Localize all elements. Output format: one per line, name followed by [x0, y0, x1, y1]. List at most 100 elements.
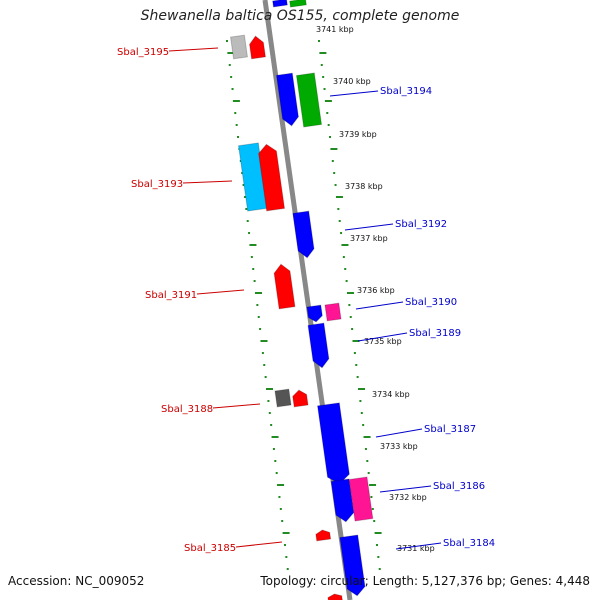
track-dot	[257, 316, 260, 318]
gene-feature	[289, 0, 307, 8]
track-dot	[232, 100, 240, 102]
track-dot	[286, 568, 289, 570]
track-dot	[323, 88, 326, 90]
track-dot	[351, 328, 354, 330]
track-dot	[281, 520, 284, 522]
track-dot	[268, 412, 271, 414]
gene-feature	[339, 534, 366, 597]
gene-label-leader	[235, 541, 283, 548]
track-dot	[378, 568, 381, 570]
kbp-tick-label: 3733 kbp	[380, 442, 418, 451]
kbp-tick-label: 3738 kbp	[345, 182, 383, 191]
gene-feature	[275, 72, 299, 127]
track-dot	[362, 424, 365, 426]
track-dot	[260, 340, 268, 342]
gene-feature	[272, 0, 288, 8]
track-dot	[242, 184, 245, 186]
gene-feature	[306, 304, 323, 323]
track-dot	[261, 352, 264, 354]
track-dot	[230, 76, 233, 78]
track-dot	[374, 532, 382, 534]
track-dot	[322, 76, 325, 78]
track-dot	[341, 244, 349, 246]
reverse-cds-arrow	[275, 72, 299, 127]
reverse-cds-arrow	[307, 322, 330, 369]
track-dot	[319, 52, 327, 54]
track-dot	[270, 424, 273, 426]
track-dot	[367, 472, 370, 474]
track-dot	[338, 220, 341, 222]
gene-feature	[307, 322, 330, 369]
track-dot	[259, 328, 262, 330]
track-dot	[340, 232, 343, 234]
gene-feature	[330, 478, 355, 523]
track-dot	[333, 172, 336, 174]
gene-label-leader	[182, 180, 233, 184]
track-dot	[327, 124, 330, 126]
track-dot	[266, 388, 274, 390]
track-dot	[254, 292, 262, 294]
reverse-cds-arrow	[330, 478, 355, 523]
kbp-tick-label: 3741 kbp	[316, 25, 354, 34]
forward-cds-arrow	[327, 593, 344, 600]
gene-feature	[327, 593, 344, 600]
track-dot	[344, 268, 347, 270]
kbp-tick-label: 3734 kbp	[372, 390, 410, 399]
forward-cds-arrow	[249, 35, 267, 60]
track-dot	[337, 208, 340, 210]
gene-feature	[324, 302, 342, 322]
track-dot	[318, 40, 320, 42]
reverse-cds-arrow	[316, 402, 350, 485]
gene-label-left: Sbal_3191	[145, 290, 197, 301]
track-dot	[324, 100, 332, 102]
gene-feature	[229, 34, 249, 60]
gene-feature	[295, 72, 323, 128]
track-dot	[271, 436, 279, 438]
track-dot	[275, 472, 278, 474]
gene-feature	[249, 35, 267, 60]
gene-label-leader	[379, 485, 432, 493]
track-dot	[352, 340, 360, 342]
track-dot	[371, 508, 374, 510]
track-dot	[264, 376, 267, 378]
accession-text: Accession: NC_009052	[8, 574, 145, 588]
kbp-tick-label: 3740 kbp	[333, 77, 371, 86]
gene-label-leader	[344, 223, 394, 231]
track-dot	[227, 52, 235, 54]
feature-block	[324, 302, 342, 322]
kbp-tick-label: 3731 kbp	[397, 544, 435, 553]
forward-cds-arrow	[292, 389, 309, 408]
kbp-tick-label: 3737 kbp	[350, 234, 388, 243]
gene-label-right: Sbal_3187	[424, 424, 476, 435]
track-dot	[282, 532, 290, 534]
track-dot	[250, 256, 253, 258]
track-dot	[235, 124, 238, 126]
track-dot	[263, 364, 266, 366]
track-dot	[349, 316, 352, 318]
gene-feature	[316, 402, 350, 485]
gene-label-leader	[168, 47, 219, 52]
feature-block	[295, 72, 323, 128]
gene-feature	[348, 476, 374, 522]
track-dot	[226, 40, 228, 42]
gene-label-right: Sbal_3184	[443, 538, 495, 549]
track-dot	[356, 376, 359, 378]
track-dot	[285, 556, 288, 558]
gene-feature	[273, 263, 296, 310]
gene-label-left: Sbal_3188	[161, 404, 213, 415]
map-title: Shewanella baltica OS155, complete genom…	[140, 8, 460, 24]
reverse-cds-arrow	[292, 210, 315, 259]
track-dot	[358, 388, 366, 390]
kbp-tick-label: 3739 kbp	[339, 130, 377, 139]
track-dot	[279, 508, 282, 510]
gene-feature	[292, 210, 315, 259]
track-dot	[246, 220, 249, 222]
track-dot	[326, 112, 329, 114]
kbp-tick-label: 3732 kbp	[389, 493, 427, 502]
gene-label-leader	[375, 428, 423, 438]
track-dot	[364, 448, 367, 450]
gene-label-left: Sbal_3195	[117, 47, 169, 58]
track-dot	[252, 268, 255, 270]
track-dot	[373, 520, 376, 522]
